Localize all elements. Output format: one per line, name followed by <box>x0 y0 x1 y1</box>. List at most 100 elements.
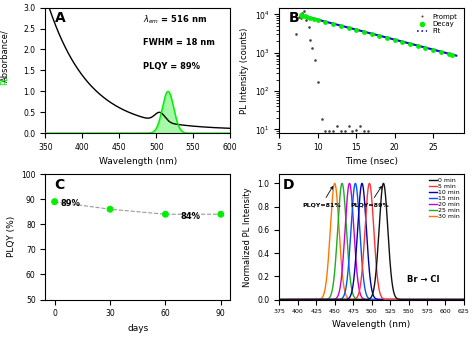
Text: Br → Cl: Br → Cl <box>407 275 439 284</box>
Point <box>445 51 452 56</box>
Y-axis label: Normalized PL Intensity: Normalized PL Intensity <box>243 187 252 287</box>
Line: 15 min: 15 min <box>279 183 464 300</box>
5 min <box>422 298 428 302</box>
Point <box>302 17 310 23</box>
Point <box>106 207 114 212</box>
30 min <box>456 298 462 302</box>
Text: B: B <box>289 11 299 25</box>
30 min <box>456 298 462 302</box>
Point <box>303 14 311 20</box>
X-axis label: Time (nsec): Time (nsec) <box>345 157 398 166</box>
Y-axis label: PLQY (%): PLQY (%) <box>7 216 16 257</box>
Point <box>364 128 372 133</box>
10 min <box>362 196 367 200</box>
Text: Absorbance/: Absorbance/ <box>0 29 9 82</box>
Point <box>314 17 321 22</box>
20 min <box>422 298 428 302</box>
Point <box>51 199 58 204</box>
Point <box>414 43 421 48</box>
Point <box>383 35 391 40</box>
0 min <box>276 298 282 302</box>
Point <box>337 23 345 28</box>
Point <box>322 19 329 24</box>
30 min <box>286 298 292 302</box>
15 min <box>362 283 367 287</box>
10 min <box>366 267 372 271</box>
Point <box>375 33 383 38</box>
Legend: Prompt, Decay, Fit: Prompt, Decay, Fit <box>414 11 460 37</box>
Y-axis label: PL Intensity (counts): PL Intensity (counts) <box>240 27 249 114</box>
Line: 0 min: 0 min <box>279 183 464 300</box>
Text: PLQY=89%: PLQY=89% <box>350 186 389 208</box>
20 min <box>461 298 467 302</box>
25 min <box>422 298 428 302</box>
Point <box>341 128 348 134</box>
Point <box>360 29 368 34</box>
15 min <box>276 298 282 302</box>
X-axis label: Wavelength (nm): Wavelength (nm) <box>332 320 411 329</box>
0 min <box>456 298 462 302</box>
10 min <box>286 298 292 302</box>
5 min <box>361 240 367 244</box>
Point <box>318 116 326 121</box>
20 min <box>362 297 367 301</box>
Point <box>305 24 312 30</box>
25 min <box>339 181 345 185</box>
15 min <box>456 298 462 302</box>
Point <box>297 15 305 20</box>
20 min <box>346 181 352 185</box>
Point <box>448 52 456 57</box>
Line: 25 min: 25 min <box>279 183 464 300</box>
Point <box>217 212 225 217</box>
Text: 89%: 89% <box>60 199 80 208</box>
Line: 30 min: 30 min <box>279 183 464 300</box>
Point <box>322 128 329 134</box>
Text: FWHM = 18 nm: FWHM = 18 nm <box>143 38 215 47</box>
Text: PL: PL <box>0 75 9 85</box>
15 min <box>456 298 462 302</box>
Point <box>353 127 360 132</box>
Point <box>356 123 364 129</box>
Point <box>406 41 414 46</box>
Point <box>314 79 321 85</box>
Text: PLQY=81%: PLQY=81% <box>302 187 341 208</box>
5 min <box>461 298 467 302</box>
0 min <box>461 298 467 302</box>
Line: 20 min: 20 min <box>279 183 464 300</box>
5 min <box>286 298 292 302</box>
Point <box>300 9 308 14</box>
Point <box>306 37 314 43</box>
Point <box>360 128 368 134</box>
Point <box>311 57 319 62</box>
10 min <box>461 298 467 302</box>
Point <box>162 212 169 217</box>
5 min <box>366 182 372 186</box>
Text: PLQY = 89%: PLQY = 89% <box>143 62 201 71</box>
Text: C: C <box>55 178 65 192</box>
25 min <box>366 298 372 302</box>
Point <box>329 128 337 134</box>
Point <box>299 11 306 16</box>
30 min <box>422 298 428 302</box>
10 min <box>422 298 428 302</box>
20 min <box>286 298 292 302</box>
Point <box>295 14 302 20</box>
Point <box>301 13 309 19</box>
25 min <box>456 298 462 302</box>
Point <box>368 31 375 36</box>
Point <box>353 27 360 32</box>
15 min <box>366 297 372 301</box>
30 min <box>276 298 282 302</box>
10 min <box>276 298 282 302</box>
10 min <box>456 298 462 302</box>
0 min <box>286 298 292 302</box>
Text: 84%: 84% <box>180 212 200 221</box>
25 min <box>286 298 292 302</box>
0 min <box>456 298 462 302</box>
Point <box>299 13 306 19</box>
20 min <box>276 298 282 302</box>
30 min <box>332 181 337 185</box>
0 min <box>422 298 428 302</box>
15 min <box>286 298 292 302</box>
Line: 5 min: 5 min <box>279 183 464 300</box>
